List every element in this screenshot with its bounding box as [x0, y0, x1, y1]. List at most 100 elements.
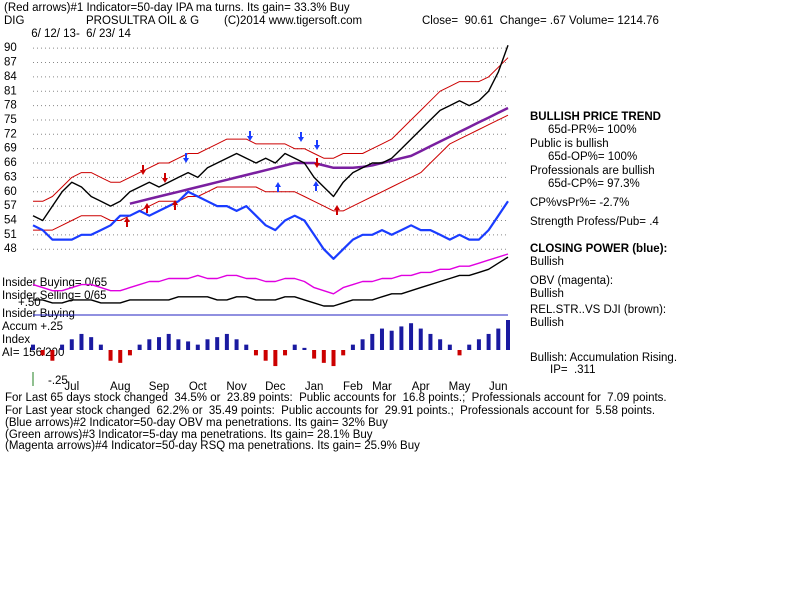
bar [195, 344, 200, 350]
signal-arrow [247, 131, 253, 141]
y-tick-label: 57 [4, 200, 17, 212]
side-note: 65d-CP%= 97.3% [548, 178, 640, 190]
bar [89, 337, 94, 350]
side-note: Strength Profess/Pub= .4 [530, 216, 659, 228]
side-note: Professionals are bullish [530, 165, 655, 177]
bar [409, 323, 414, 350]
bar [438, 339, 443, 350]
side-note: CLOSING POWER (blue): [530, 243, 667, 255]
x-tick-label: Nov [226, 381, 247, 393]
bar [157, 337, 162, 350]
side-note: Bullish [530, 317, 564, 329]
bar [224, 333, 229, 350]
bar [147, 339, 152, 350]
bar [60, 344, 65, 350]
panel-label: Index [2, 334, 30, 346]
bar [186, 341, 191, 350]
bar [321, 350, 326, 363]
x-tick-label: Apr [412, 381, 430, 393]
y-tick-label: 78 [4, 100, 17, 112]
bar [205, 339, 210, 350]
bar [331, 350, 336, 367]
panel-label: Insider Selling= 0/65 [2, 290, 107, 302]
signal-arrow [144, 203, 150, 213]
signal-arrow [314, 158, 320, 168]
bar [40, 350, 45, 356]
panel-label: AI= 156/200 [2, 347, 64, 359]
signal-arrow [140, 165, 146, 175]
x-tick-label: Aug [110, 381, 130, 393]
side-note: 65d-PR%= 100% [548, 124, 637, 136]
header-line: (Red arrows)#1 Indicator=50-day IPA ma t… [4, 2, 350, 14]
bar [496, 328, 501, 350]
y-tick-label: 84 [4, 71, 17, 83]
signal-arrow [172, 200, 178, 210]
bar [166, 333, 171, 350]
bar [476, 339, 481, 350]
x-tick-label: Jun [489, 381, 508, 393]
signal-arrow [313, 181, 319, 191]
side-note: BULLISH PRICE TREND [530, 111, 661, 123]
bar [341, 350, 346, 356]
company: PROSULTRA OIL & G [86, 15, 199, 27]
bar [283, 350, 288, 356]
signal-arrow [314, 140, 320, 150]
y-tick-label: 75 [4, 114, 17, 126]
y-tick-label: 54 [4, 215, 17, 227]
x-tick-label: May [449, 381, 471, 393]
bar [118, 350, 123, 363]
side-note: Bullish: Accumulation Rising. [530, 352, 677, 364]
bar [389, 330, 394, 350]
bar [379, 328, 384, 350]
bar [98, 344, 103, 350]
side-note: Bullish [530, 256, 564, 268]
footer-line: (Blue arrows)#2 Indicator=50-day OBV ma … [5, 417, 388, 429]
panel-label: Insider Buying= 0/65 [2, 277, 107, 289]
bar [486, 333, 491, 350]
bar [244, 344, 249, 350]
side-note: 65d-OP%= 100% [548, 151, 637, 163]
bar [79, 333, 84, 350]
x-tick-label: Jul [64, 381, 79, 393]
bar [253, 350, 258, 356]
panel-label: -.25 [48, 375, 68, 387]
bar [370, 333, 375, 350]
footer-line: (Magenta arrows)#4 Indicator=50-day RSQ … [5, 440, 420, 452]
y-tick-label: 60 [4, 186, 17, 198]
y-tick-label: 90 [4, 42, 17, 54]
side-note: OBV (magenta): [530, 275, 613, 287]
bar [302, 347, 307, 350]
x-tick-label: Dec [265, 381, 286, 393]
quote: Close= 90.61 Change= .67 Volume= 1214.76 [422, 15, 659, 27]
panel-label: Accum +.25 [2, 321, 63, 333]
y-tick-label: 69 [4, 143, 17, 155]
copyright: (C)2014 www.tigersoft.com [224, 15, 362, 27]
y-tick-label: 72 [4, 128, 17, 140]
series-line [33, 114, 509, 231]
series-line [33, 57, 509, 202]
signal-arrow [334, 205, 340, 215]
footer-line: For Last 65 days stock changed 34.5% or … [5, 392, 667, 404]
x-tick-label: Mar [372, 381, 392, 393]
signal-arrow [183, 153, 189, 163]
x-tick-label: Sep [149, 381, 169, 393]
x-tick-label: Feb [343, 381, 363, 393]
footer-line: (Green arrows)#3 Indicator=5-day ma pene… [5, 429, 373, 441]
footer-line: For Last year stock changed 62.2% or 35.… [5, 405, 655, 417]
x-tick-label: Oct [189, 381, 208, 393]
y-tick-label: 87 [4, 57, 17, 69]
bar [127, 350, 132, 356]
series-line [33, 256, 509, 307]
bar [69, 339, 74, 350]
bar [31, 344, 35, 350]
bar [50, 350, 55, 361]
y-tick-label: 51 [4, 229, 17, 241]
bar [312, 350, 317, 359]
bar [506, 320, 510, 350]
bar [234, 339, 239, 350]
panel-label: +.50 [18, 297, 41, 309]
bar [350, 344, 355, 350]
bar [418, 328, 423, 350]
ticker: DIG [4, 15, 25, 27]
